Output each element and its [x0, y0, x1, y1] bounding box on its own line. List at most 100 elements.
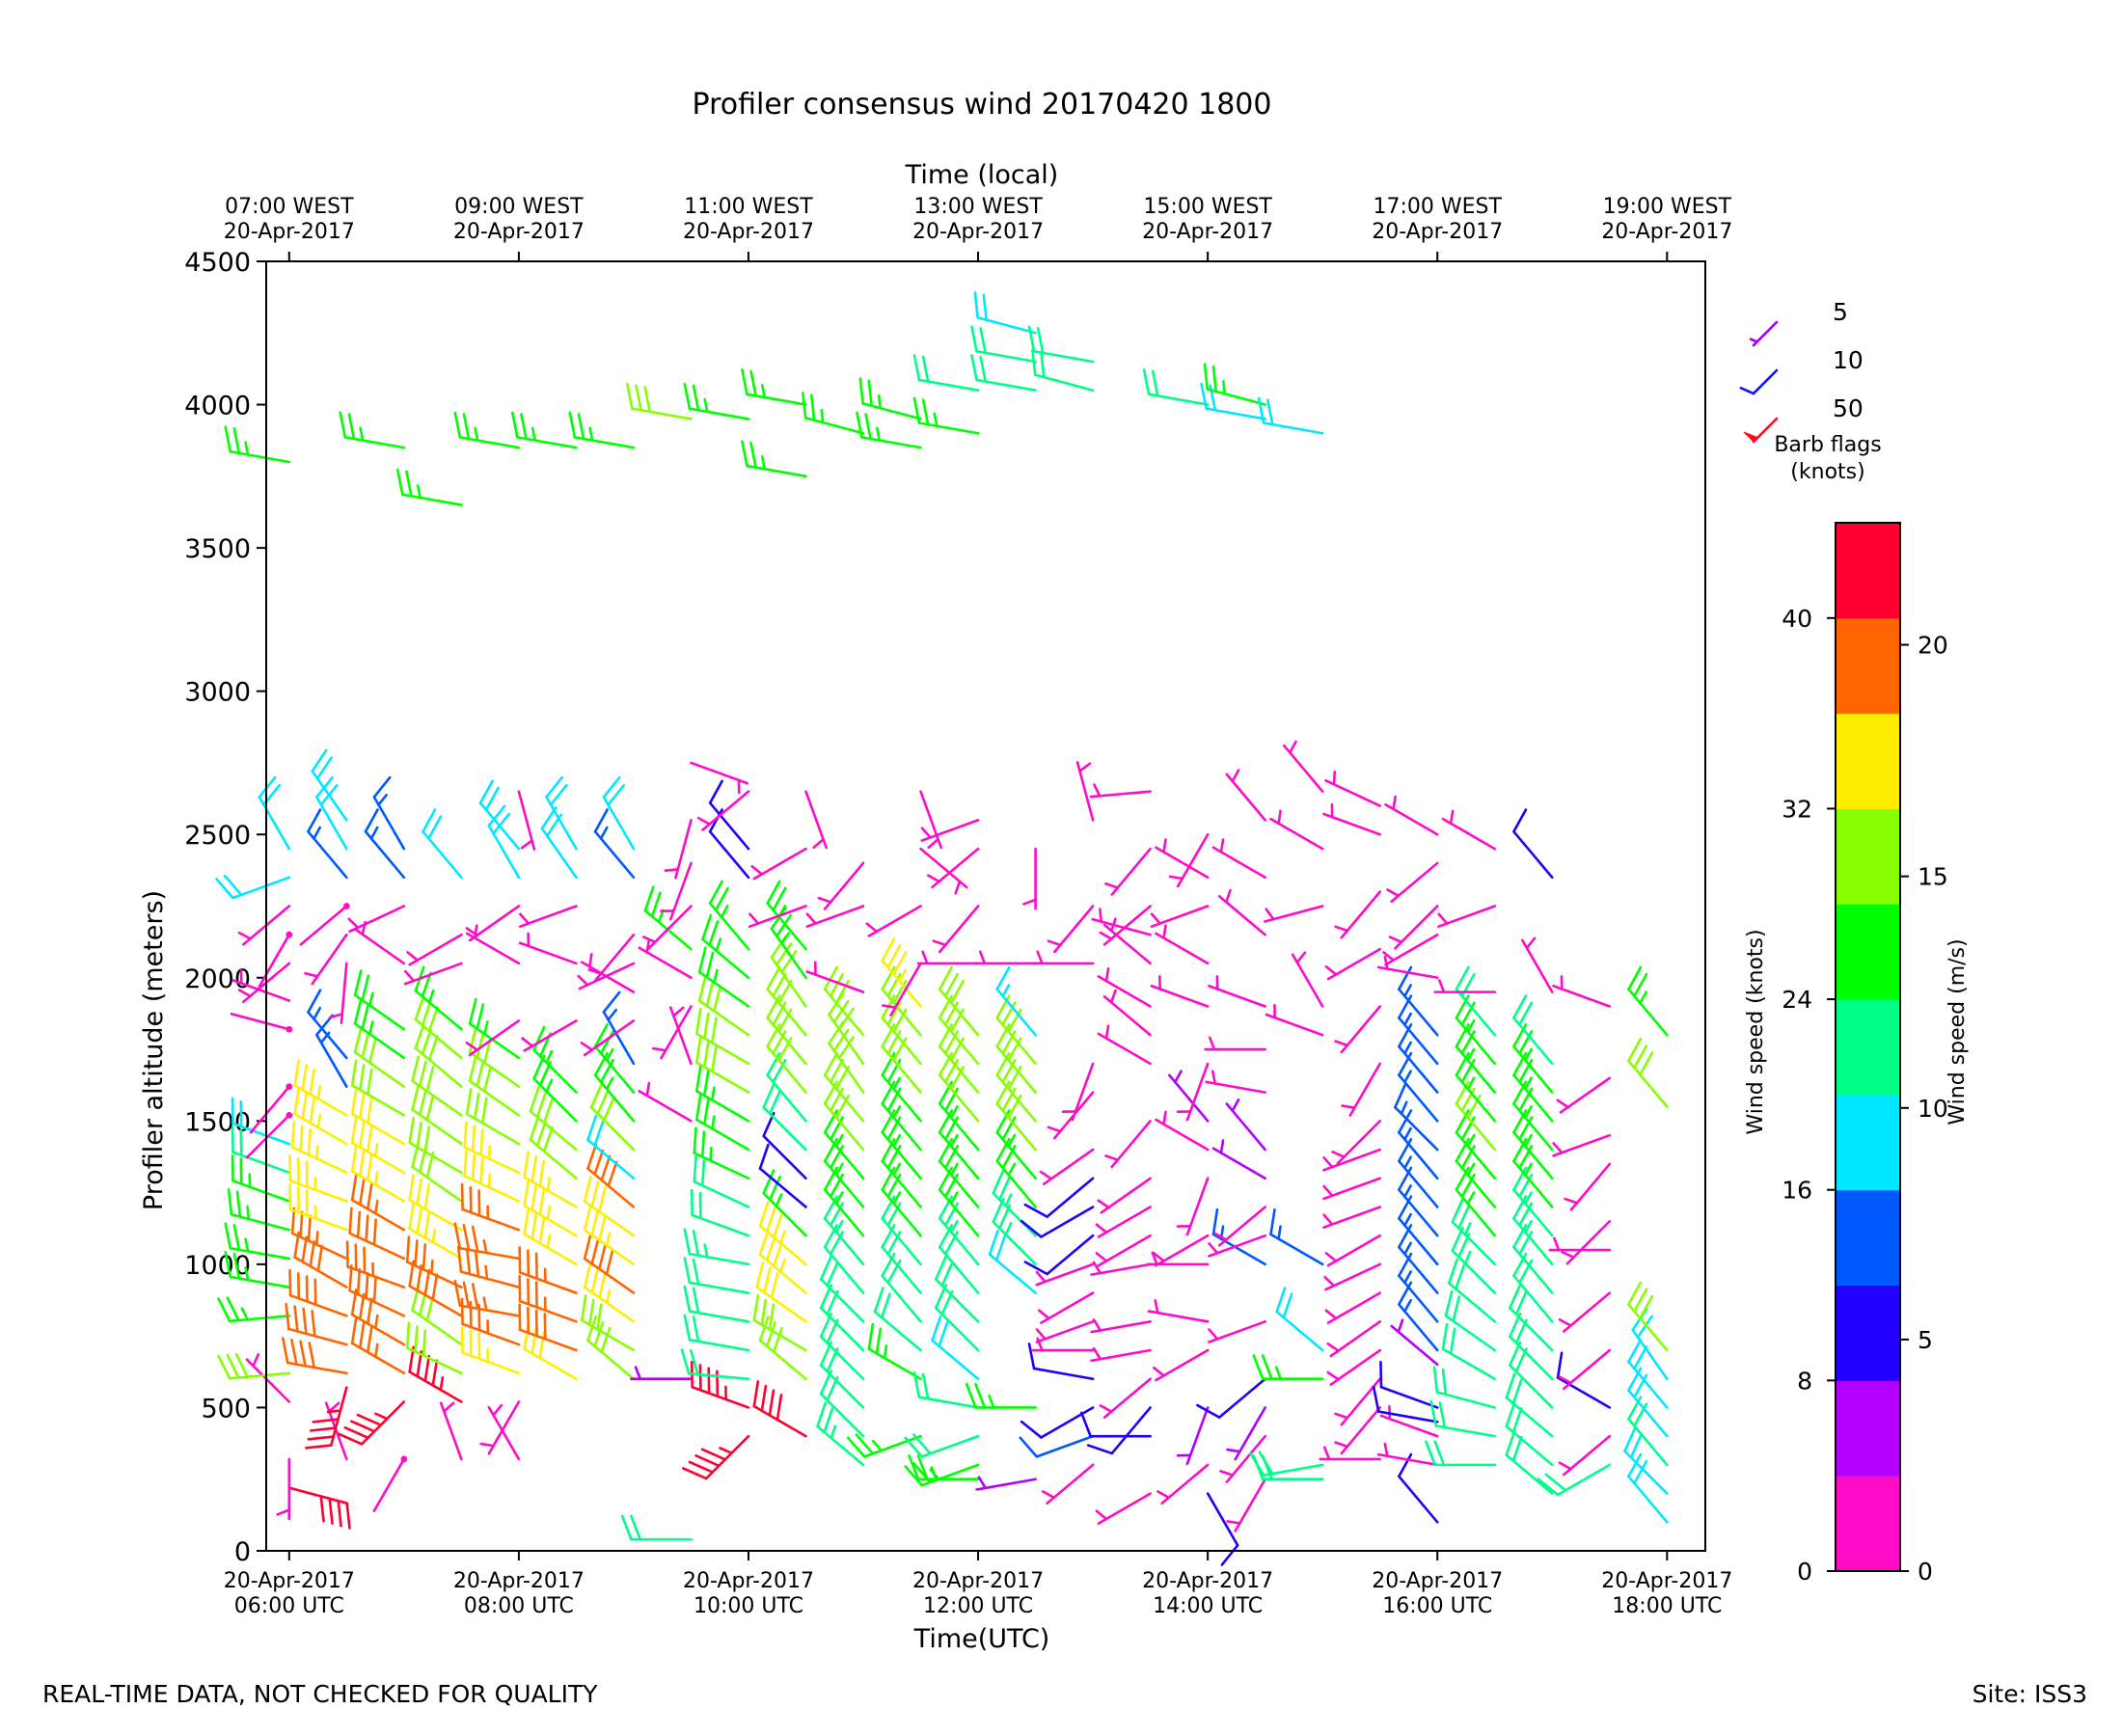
barb-half: [1289, 740, 1297, 754]
barb-full: [693, 1155, 697, 1183]
barb-half: [750, 864, 764, 876]
barb-half: [1403, 1184, 1412, 1199]
barb-full: [423, 1268, 431, 1296]
barb-half: [1038, 1309, 1050, 1320]
barb-full: [418, 1060, 427, 1088]
barb-half: [834, 1133, 844, 1148]
barb-full: [749, 369, 757, 397]
barb-full: [908, 1454, 920, 1481]
barb-half: [892, 1191, 902, 1206]
barb-full: [995, 965, 1011, 991]
wind-barb: [904, 1433, 980, 1458]
barb-half: [882, 1004, 897, 1009]
barb-half: [487, 1145, 492, 1160]
plot-frame: [265, 260, 1706, 1552]
wind-barb: [1386, 861, 1439, 904]
barb-full: [358, 1178, 366, 1207]
y-tick-label: 1000: [184, 1251, 251, 1281]
barb-full: [366, 1153, 373, 1182]
wind-barb: [755, 1261, 807, 1323]
barb-full: [476, 1003, 485, 1031]
wind-barb: [1019, 1434, 1095, 1458]
colorbar-tick-label-ms: 5: [1918, 1326, 1933, 1354]
wind-barb: [353, 920, 406, 965]
barb-full: [762, 1083, 775, 1109]
wind-barb: [750, 847, 807, 881]
barb-full: [299, 1125, 304, 1153]
x-tick-label-time: 18:00 UTC: [1612, 1594, 1722, 1618]
barb-half: [430, 1259, 434, 1275]
barb-full: [469, 1300, 473, 1329]
barb-full: [938, 965, 954, 991]
barb-full: [350, 1088, 358, 1116]
barb-full: [348, 1263, 353, 1292]
wind-barb: [1038, 1291, 1095, 1324]
legend-barb: [1749, 320, 1779, 347]
wind-barb: [1196, 1377, 1266, 1419]
wind-barb: [1326, 1320, 1382, 1358]
barb-full: [476, 1060, 485, 1088]
wind-barb: [1372, 1385, 1439, 1424]
barb-half: [580, 1042, 594, 1051]
wind-barb: [1520, 936, 1554, 993]
barb-half: [1403, 1126, 1412, 1141]
barb-full: [365, 1271, 369, 1300]
wind-barb: [311, 748, 348, 822]
wind-barb: [350, 1116, 406, 1175]
barb-half: [1334, 1412, 1349, 1420]
barb-full: [232, 1252, 241, 1280]
wind-barb: [408, 1260, 463, 1317]
barb-full: [775, 913, 793, 937]
wind-barb: [970, 354, 1037, 393]
wind-barb: [916, 950, 980, 965]
barb-full: [1627, 1281, 1643, 1306]
wind-barb: [478, 779, 521, 851]
barb-full: [829, 1058, 844, 1084]
wind-barb: [1326, 1348, 1382, 1386]
barb-full: [518, 1274, 522, 1303]
barb-full: [296, 1157, 301, 1185]
barb-half: [374, 1200, 379, 1215]
wind-barb: [224, 1251, 291, 1288]
wind-barb: [805, 905, 865, 929]
barb-full: [1398, 1109, 1413, 1134]
y-tick-label: 4000: [184, 392, 251, 421]
barb-full: [462, 413, 471, 441]
barb-half: [1403, 984, 1412, 998]
barb-half: [812, 837, 825, 850]
wind-barb: [580, 953, 636, 993]
barb-full: [700, 1448, 727, 1461]
wind-barb: [904, 1462, 980, 1487]
wind-barb: [919, 790, 943, 850]
barb-full: [288, 1154, 292, 1182]
x-tick-label-date: 20-Apr-2017: [912, 1569, 1044, 1593]
barb-full: [422, 1243, 427, 1271]
wind-barb: [1099, 1377, 1152, 1419]
barb-half: [1466, 1191, 1476, 1206]
barb-full: [912, 354, 921, 382]
barb-full: [423, 1126, 431, 1153]
barb-full: [772, 972, 787, 998]
wind-barb: [545, 775, 578, 851]
wind-barb: [224, 425, 291, 464]
barb-full: [471, 1283, 479, 1311]
barb-half: [1331, 1151, 1346, 1158]
barb-full: [224, 425, 232, 453]
barb-half: [1524, 1162, 1533, 1177]
barb-full: [358, 1292, 366, 1321]
wind-barb: [468, 1026, 521, 1088]
barb-full: [766, 965, 781, 991]
barb-full: [577, 413, 585, 441]
wind-barb: [1388, 905, 1439, 950]
wind-barb: [694, 1094, 750, 1152]
barb-full: [312, 1418, 340, 1424]
barb-full: [1512, 994, 1528, 1019]
wind-barb: [245, 1111, 293, 1159]
barb-full: [607, 1160, 618, 1187]
barb-full: [1432, 1366, 1439, 1394]
barb-full: [768, 1389, 775, 1417]
wind-barb: [1322, 802, 1382, 836]
barb-full: [596, 1089, 610, 1116]
barb-full: [217, 1354, 231, 1380]
barb-half: [1324, 1252, 1338, 1262]
